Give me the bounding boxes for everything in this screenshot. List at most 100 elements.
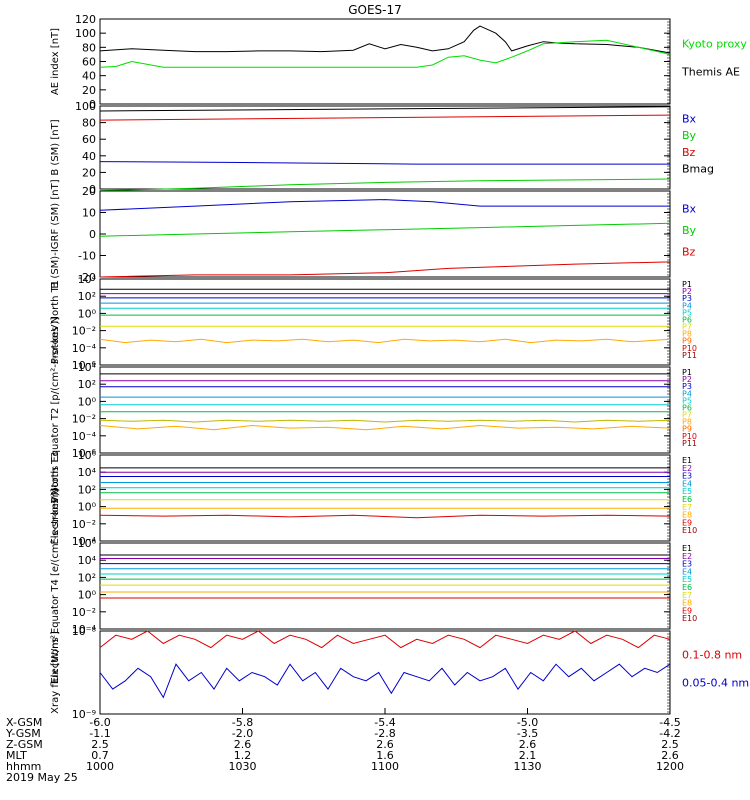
y-axis-label: Electrons Equator T4 [e/(cm²-s-sr-keV)]: [50, 488, 61, 683]
y-axis-label: AE index [nT]: [50, 28, 61, 95]
legend-entry: 0.1-0.8 nm: [682, 649, 742, 662]
y-tick-label: 20: [82, 185, 96, 198]
panel-frame: [99, 454, 671, 542]
y-tick-label: 40: [82, 150, 96, 163]
legend-entry: P2: [682, 287, 692, 296]
legend-entry: E1: [682, 456, 692, 465]
legend-entry: E8: [682, 511, 692, 520]
y-tick-label: 10⁶: [78, 537, 97, 550]
legend-entry: By: [682, 224, 697, 237]
legend-entry: By: [682, 129, 697, 142]
legend-entry: 0.05-0.4 nm: [682, 676, 749, 689]
legend-entry: E1: [682, 544, 692, 553]
y-tick-label: 0: [89, 183, 96, 196]
y-tick-label: 80: [82, 117, 96, 130]
y-tick-label: 10: [82, 207, 96, 220]
legend-entry: Themis AE: [681, 66, 740, 79]
x-tick-label: -6.0: [89, 716, 110, 729]
x-tick-label: 1030: [229, 760, 257, 773]
legend-entry: Bx: [682, 203, 697, 216]
y-tick-label: 120: [75, 13, 96, 26]
y-tick-label: 10⁻⁴: [72, 342, 97, 355]
legend-entry: E7: [682, 591, 692, 600]
y-tick-label: 10²: [78, 483, 96, 496]
x-tick-label: 2.6: [376, 738, 394, 751]
legend-entry: P9: [682, 425, 692, 434]
y-tick-label: 10⁶: [78, 449, 97, 462]
x-tick-label: -2.8: [374, 727, 395, 740]
y-tick-label: 10⁻⁴: [72, 623, 97, 636]
legend-entry: E6: [682, 583, 692, 592]
x-tick-label: 2.5: [91, 738, 109, 751]
x-tick-label: 2.6: [519, 738, 537, 751]
y-axis-label: Protons Equator T2 [p/(cm²-s-sr-keV)]: [50, 317, 61, 504]
panel-frame: [99, 630, 671, 715]
legend-entry: E6: [682, 495, 692, 504]
series-line-e9: [99, 514, 671, 519]
x-row-label: Z-GSM: [6, 738, 43, 751]
y-tick-label: 10⁻⁹: [72, 708, 96, 721]
panel-prot2: 10⁻⁶ 10⁻⁴ 10⁻² 10⁰ 10² 10⁴ Protons Equator T2 …: [50, 317, 697, 504]
y-tick-label: 10⁻⁸: [72, 625, 97, 638]
x-row-label: hhmm: [6, 760, 41, 773]
y-axis-label: Xray flux [W/m²]: [50, 631, 61, 714]
x-tick-label: 1000: [86, 760, 114, 773]
y-tick-label: 80: [82, 41, 96, 54]
x-tick-label: -5.4: [374, 716, 395, 729]
y-tick-label: 10⁻²: [72, 518, 96, 531]
x-tick-label: 2.1: [519, 749, 537, 762]
y-tick-label: 0: [89, 98, 96, 111]
y-tick-label: 10⁻⁴: [72, 430, 97, 443]
legend-entry: P6: [682, 315, 692, 324]
y-tick-label: 100: [75, 27, 96, 40]
x-tick-label: 1.6: [376, 749, 394, 762]
x-row-label: MLT: [6, 749, 27, 762]
x-tick-label: 1.2: [234, 749, 252, 762]
y-tick-label: 10⁻²: [72, 325, 96, 338]
series-line-p7: [99, 419, 671, 423]
y-tick-label: -20: [78, 271, 96, 284]
y-tick-label: -10: [78, 250, 96, 263]
legend-entry: E10: [682, 614, 697, 623]
x-tick-label: -4.5: [659, 716, 680, 729]
legend-entry: E4: [682, 567, 692, 576]
legend-entry: Bx: [682, 113, 697, 126]
y-tick-label: 10⁰: [78, 501, 97, 514]
x-tick-label: 2.5: [661, 738, 679, 751]
series-line-bz: [99, 261, 671, 278]
y-axis-label: B (SM) [nT]: [50, 119, 61, 175]
legend-entry: E3: [682, 472, 692, 481]
series-line-by: [99, 222, 671, 237]
x-row-label: X-GSM: [6, 716, 42, 729]
y-axis-label: Protons North T1: [50, 280, 61, 364]
series-line-bx: [99, 199, 670, 211]
legend-entry: E4: [682, 479, 692, 488]
panel-frame: [99, 278, 671, 366]
legend-entry: P10: [682, 344, 697, 353]
legend-entry: Bz: [682, 246, 696, 259]
series-line-p8: [99, 424, 671, 431]
y-tick-label: 10²: [78, 378, 96, 391]
legend-entry: E7: [682, 503, 692, 512]
panel-elec4: 10⁻⁴ 10⁻² 10⁰ 10² 10⁴ 10⁶ Electrons Equator T4…: [50, 488, 697, 683]
plot-title: GOES-17: [348, 3, 402, 17]
legend-entry: E5: [682, 487, 692, 496]
series-line-by: [99, 178, 671, 192]
legend-entry: P4: [682, 389, 692, 398]
x-row-label: 2019 May 25: [6, 771, 78, 784]
x-row-label: Y-GSM: [5, 727, 41, 740]
y-tick-label: 10⁻²: [72, 413, 96, 426]
legend-entry: P7: [682, 323, 692, 332]
legend-entry: P1: [682, 368, 692, 377]
y-tick-label: 10⁻⁶: [72, 447, 97, 460]
y-tick-label: 10⁰: [78, 589, 97, 602]
legend-entry: P5: [682, 396, 692, 405]
legend-entry: P8: [682, 330, 692, 339]
x-tick-label: 1100: [371, 760, 399, 773]
y-tick-label: 0: [89, 228, 96, 241]
y-tick-label: 20: [82, 84, 96, 97]
